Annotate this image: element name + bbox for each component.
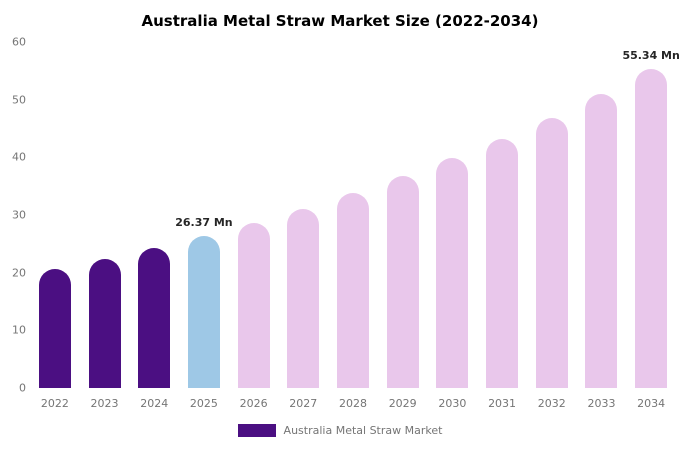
bar-2028 bbox=[337, 193, 369, 388]
y-axis-tick-label: 10 bbox=[12, 323, 26, 337]
bar-2030 bbox=[436, 158, 469, 388]
x-axis-tick-label: 2024 bbox=[140, 397, 169, 410]
legend: Australia Metal Straw Market bbox=[0, 424, 680, 437]
bar-2027 bbox=[287, 208, 320, 388]
legend-label: Australia Metal Straw Market bbox=[283, 424, 443, 437]
x-axis-tick-label: 2032 bbox=[537, 397, 566, 410]
bar-2026 bbox=[237, 223, 270, 388]
y-axis-tick-label: 20 bbox=[12, 266, 26, 280]
bar-2029 bbox=[386, 176, 419, 388]
bar-2033 bbox=[585, 93, 618, 388]
x-axis-tick-label: 2023 bbox=[90, 397, 119, 410]
y-axis-tick-label: 60 bbox=[12, 35, 26, 49]
value-label-2034: 55.34 Mn bbox=[622, 48, 680, 62]
bar-2024 bbox=[138, 247, 171, 388]
value-label-2025: 26.37 Mn bbox=[175, 215, 233, 229]
bar-2022 bbox=[38, 269, 71, 388]
x-axis-tick-label: 2022 bbox=[40, 397, 69, 410]
y-axis-tick-label: 50 bbox=[12, 93, 26, 107]
x-axis-tick-label: 2031 bbox=[488, 397, 517, 410]
x-axis-tick-label: 2030 bbox=[438, 397, 467, 410]
x-axis-tick-label: 2029 bbox=[388, 397, 417, 410]
legend-swatch bbox=[237, 424, 276, 437]
x-axis-tick-label: 2027 bbox=[289, 397, 318, 410]
bar-2023 bbox=[88, 258, 121, 388]
x-axis-tick-label: 2025 bbox=[189, 397, 218, 410]
y-axis-tick-label: 0 bbox=[19, 381, 26, 395]
bar-2031 bbox=[486, 138, 519, 388]
x-axis-tick-label: 2028 bbox=[338, 397, 367, 410]
y-axis-tick-label: 40 bbox=[12, 150, 26, 164]
bar-2034 bbox=[635, 68, 668, 388]
x-axis-tick-label: 2034 bbox=[637, 397, 666, 410]
x-axis-tick-label: 2033 bbox=[587, 397, 616, 410]
y-axis-tick-label: 30 bbox=[12, 208, 26, 222]
chart-title: Australia Metal Straw Market Size (2022-… bbox=[141, 12, 539, 30]
bar-2025 bbox=[187, 235, 220, 388]
bar-2032 bbox=[535, 117, 568, 388]
x-axis-tick-label: 2026 bbox=[239, 397, 268, 410]
